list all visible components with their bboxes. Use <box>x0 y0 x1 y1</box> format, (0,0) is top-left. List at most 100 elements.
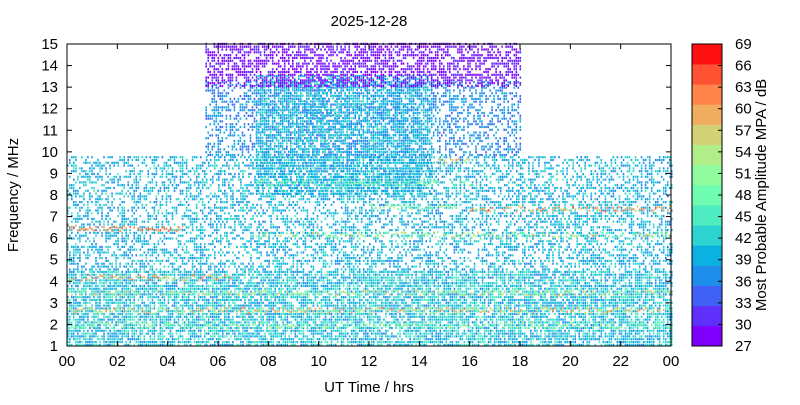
heatmap-cell <box>341 319 343 321</box>
heatmap-cell <box>446 288 448 290</box>
heatmap-cell <box>554 327 556 329</box>
heatmap-cell <box>379 310 381 312</box>
heatmap-cell <box>93 327 95 329</box>
heatmap-cell <box>395 299 397 301</box>
heatmap-cell <box>373 288 375 290</box>
heatmap-cell <box>319 302 321 304</box>
heatmap-cell <box>250 271 252 273</box>
heatmap-cell <box>297 341 299 343</box>
heatmap-cell <box>83 333 85 335</box>
heatmap-cell <box>138 277 140 279</box>
heatmap-cell <box>188 333 190 335</box>
heatmap-cell <box>138 305 140 307</box>
heatmap-cell <box>299 333 301 335</box>
heatmap-cell <box>528 310 530 312</box>
heatmap-cell <box>280 299 282 301</box>
heatmap-cell <box>103 288 105 290</box>
heatmap-cell <box>407 296 409 298</box>
heatmap-cell <box>127 316 129 318</box>
heatmap-cell <box>307 321 309 323</box>
heatmap-cell <box>246 319 248 321</box>
heatmap-cell <box>85 307 87 309</box>
heatmap-cell <box>117 319 119 321</box>
heatmap-cell <box>365 307 367 309</box>
heatmap-cell <box>353 271 355 273</box>
heatmap-cell <box>454 288 456 290</box>
heatmap-cell <box>528 321 530 323</box>
heatmap-cell <box>194 341 196 343</box>
heatmap-cell <box>164 299 166 301</box>
heatmap-cell <box>152 299 154 301</box>
heatmap-cell <box>289 321 291 323</box>
heatmap-cell <box>359 277 361 279</box>
heatmap-cell <box>81 316 83 318</box>
heatmap-cell <box>492 335 494 337</box>
heatmap-cell <box>407 313 409 315</box>
heatmap-cell <box>315 330 317 332</box>
heatmap-cell <box>160 291 162 293</box>
heatmap-cell <box>548 327 550 329</box>
heatmap-cell <box>158 279 160 281</box>
heatmap-cell <box>562 310 564 312</box>
heatmap-cell <box>224 319 226 321</box>
heatmap-cell <box>438 310 440 312</box>
heatmap-cell <box>307 293 309 295</box>
heatmap-cell <box>77 341 79 343</box>
heatmap-cell <box>325 296 327 298</box>
heatmap-cell <box>216 285 218 287</box>
heatmap-cell <box>508 319 510 321</box>
heatmap-cell <box>75 299 77 301</box>
heatmap-cell <box>454 277 456 279</box>
heatmap-cell <box>355 335 357 337</box>
heatmap-cell <box>514 302 516 304</box>
heatmap-cell <box>391 305 393 307</box>
heatmap-cell <box>365 279 367 281</box>
heatmap-cell <box>375 327 377 329</box>
heatmap-cell <box>99 302 101 304</box>
heatmap-cell <box>558 338 560 340</box>
heatmap-cell <box>480 341 482 343</box>
heatmap-cell <box>427 316 429 318</box>
heatmap-cell <box>198 274 200 276</box>
heatmap-cell <box>508 338 510 340</box>
heatmap-cell <box>349 310 351 312</box>
heatmap-cell <box>564 321 566 323</box>
heatmap-cell <box>526 282 528 284</box>
heatmap-cell <box>510 335 512 337</box>
heatmap-cell <box>534 321 536 323</box>
heatmap-cell <box>452 333 454 335</box>
heatmap-cell <box>480 299 482 301</box>
heatmap-cell <box>435 274 437 276</box>
heatmap-cell <box>188 330 190 332</box>
heatmap-cell <box>180 335 182 337</box>
heatmap-cell <box>401 282 403 284</box>
heatmap-cell <box>93 335 95 337</box>
heatmap-cell <box>125 313 127 315</box>
heatmap-cell <box>214 274 216 276</box>
heatmap-cell <box>335 271 337 273</box>
heatmap-cell <box>166 282 168 284</box>
heatmap-cell <box>160 324 162 326</box>
heatmap-cell <box>550 302 552 304</box>
heatmap-cell <box>544 299 546 301</box>
heatmap-cell <box>226 288 228 290</box>
heatmap-cell <box>204 313 206 315</box>
heatmap-cell <box>321 335 323 337</box>
heatmap-cell <box>272 327 274 329</box>
heatmap-cell <box>456 285 458 287</box>
heatmap-cell <box>158 296 160 298</box>
heatmap-cell <box>506 274 508 276</box>
heatmap-cell <box>272 335 274 337</box>
heatmap-cell <box>272 291 274 293</box>
heatmap-cell <box>564 302 566 304</box>
heatmap-cell <box>425 305 427 307</box>
heatmap-cell <box>109 302 111 304</box>
heatmap-cell <box>144 305 146 307</box>
heatmap-cell <box>238 305 240 307</box>
heatmap-cell <box>113 316 115 318</box>
heatmap-cell <box>287 338 289 340</box>
heatmap-cell <box>287 277 289 279</box>
heatmap-cell <box>323 338 325 340</box>
heatmap-cell <box>138 338 140 340</box>
heatmap-cell <box>530 341 532 343</box>
